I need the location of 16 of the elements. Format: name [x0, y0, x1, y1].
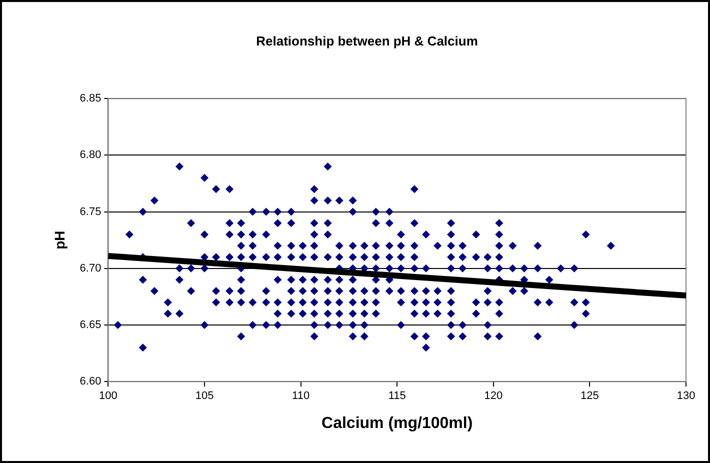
y-tick-label: 6.60 [80, 376, 102, 388]
x-tick-label: 115 [388, 390, 406, 402]
y-axis-title: pH [51, 230, 68, 250]
x-tick-label: 130 [676, 390, 696, 402]
y-tick-label: 6.75 [80, 206, 102, 218]
x-tick-label: 110 [292, 390, 310, 402]
chart-title: Relationship between pH & Calcium [256, 33, 478, 48]
y-tick-label: 6.80 [80, 149, 102, 162]
x-axis-title: Calcium (mg/100ml) [322, 414, 473, 432]
x-tick-label: 125 [580, 390, 599, 402]
x-tick-label: 120 [484, 390, 503, 402]
x-tick-label: 105 [195, 390, 214, 402]
y-tick-label: 6.70 [80, 262, 102, 274]
x-tick-label: 100 [99, 390, 118, 402]
y-tick-label: 6.85 [80, 92, 102, 105]
y-tick-label: 6.65 [80, 319, 102, 332]
